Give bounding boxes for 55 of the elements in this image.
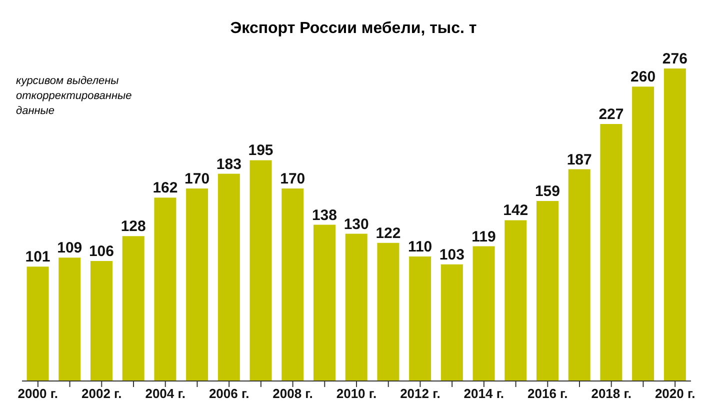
data-label: 159 [534,182,560,200]
data-label: 110 [408,238,432,256]
bar [186,188,208,381]
data-label: 106 [88,242,114,260]
data-label: 130 [344,216,369,233]
x-tick-label: 2012 г. [400,386,440,402]
data-label: 170 [184,170,210,188]
x-tick-label: 2006 г. [208,386,250,402]
bar [250,160,272,381]
bar [218,174,240,381]
data-label: 142 [503,202,528,220]
bar [282,188,304,381]
bar [122,236,144,381]
x-tick-label: 2010 г. [336,386,377,402]
bar [90,260,112,381]
bar [377,242,400,381]
data-label: 276 [662,50,688,68]
bar [154,198,176,381]
bar [313,224,336,381]
data-label: 109 [57,240,82,257]
x-tick-label: 2008 г. [272,386,313,402]
data-label: 122 [376,224,401,242]
data-label: 227 [598,106,624,123]
data-label: 138 [312,206,338,224]
bar [568,169,590,381]
bar [504,220,527,381]
data-label: 101 [25,248,50,266]
bar [664,68,686,381]
data-label: 260 [630,68,656,86]
data-label: 170 [280,170,306,188]
data-label: 187 [566,151,592,168]
data-label: 195 [248,142,274,160]
x-tick-label: 2016 г. [528,386,568,402]
bar [26,266,49,381]
bar [632,86,654,381]
data-label: 128 [120,218,146,236]
x-tick-label: 2020 г. [654,386,696,402]
data-label: 162 [152,180,178,197]
bar [536,200,558,381]
bar [600,124,622,381]
bar [472,246,495,381]
data-label: 119 [472,228,496,246]
data-label: 103 [439,246,464,264]
x-tick-label: 2004 г. [145,386,186,402]
x-tick-label: 2018 г. [591,386,632,402]
bar [440,264,463,381]
x-tick-label: 2014 г. [464,386,504,402]
data-label: 183 [216,156,242,173]
bar [345,234,368,381]
x-tick-label: 2002 г. [82,386,122,402]
x-tick-label: 2000 г. [18,386,58,402]
annotation: курсивом выделены откорректированные данные [16,74,133,119]
bar [58,258,81,381]
bar [409,256,432,381]
chart-title: Экспорт России мебели, тыс. т [229,20,478,38]
